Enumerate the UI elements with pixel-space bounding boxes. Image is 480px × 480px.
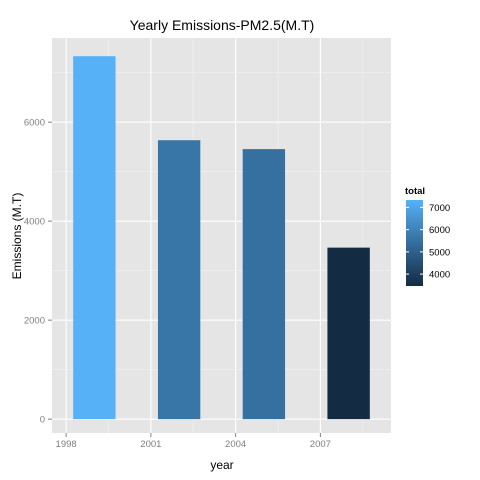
y-axis-ticks: 0 2000 4000 6000: [24, 118, 52, 426]
bar: [73, 56, 116, 420]
bar: [327, 247, 370, 420]
x-tick-label: 2007: [310, 439, 331, 450]
legend-tick-label: 7000: [429, 203, 450, 214]
chart-title: Yearly Emissions-PM2.5(M.T): [130, 17, 315, 33]
y-tick-label: 4000: [24, 217, 45, 228]
y-axis-title: Emissions (M.T): [10, 193, 24, 280]
legend-title: total: [405, 186, 425, 197]
legend-tick-label: 5000: [429, 247, 450, 258]
x-tick-label: 1998: [56, 439, 77, 450]
x-tick-label: 2001: [140, 439, 161, 450]
x-axis-title: year: [210, 458, 233, 472]
y-tick-label: 6000: [24, 118, 45, 129]
bar: [157, 140, 201, 420]
x-tick-label: 2004: [225, 439, 246, 450]
y-tick-label: 0: [40, 415, 45, 426]
legend-tick-label: 4000: [429, 270, 450, 281]
bars: [73, 56, 370, 420]
bar: [242, 149, 286, 420]
legend-tick-label: 6000: [429, 225, 450, 236]
legend-colorbar: [406, 200, 423, 286]
legend: total 7000 6000 5000 4000: [405, 186, 450, 286]
legend-ticks: 7000 6000 5000 4000: [406, 203, 450, 281]
y-tick-label: 2000: [24, 316, 45, 327]
x-axis-ticks: 1998 2001 2004 2007: [56, 433, 331, 450]
